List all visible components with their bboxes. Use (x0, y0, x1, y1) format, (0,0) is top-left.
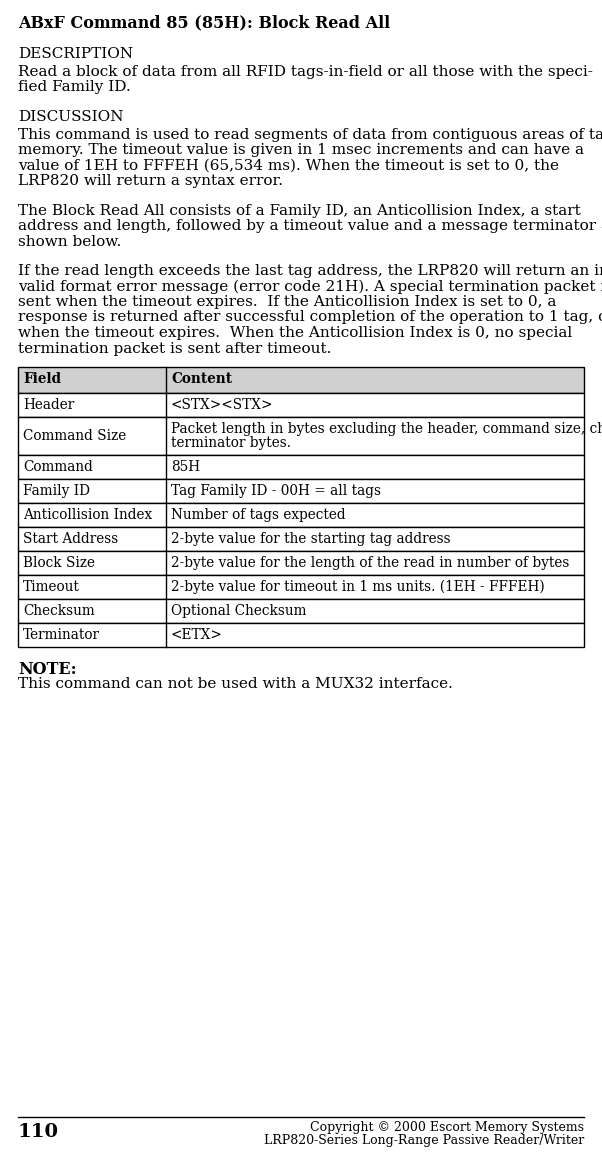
Text: termination packet is sent after timeout.: termination packet is sent after timeout… (18, 342, 331, 356)
Text: shown below.: shown below. (18, 235, 121, 249)
Text: LRP820-Series Long-Range Passive Reader/Writer: LRP820-Series Long-Range Passive Reader/… (264, 1134, 584, 1147)
Text: Family ID: Family ID (23, 485, 90, 498)
Text: valid format error message (error code 21H). A special termination packet is: valid format error message (error code 2… (18, 280, 602, 294)
Text: Tag Family ID - 00H = all tags: Tag Family ID - 00H = all tags (171, 485, 381, 498)
Text: Number of tags expected: Number of tags expected (171, 508, 346, 522)
Bar (18, 456, 584, 479)
Bar (18, 393, 584, 417)
Text: when the timeout expires.  When the Anticollision Index is 0, no special: when the timeout expires. When the Antic… (18, 327, 573, 340)
Text: Read a block of data from all RFID tags-in-field or all those with the speci-: Read a block of data from all RFID tags-… (18, 65, 593, 79)
Text: value of 1EH to FFFEH (65,534 ms). When the timeout is set to 0, the: value of 1EH to FFFEH (65,534 ms). When … (18, 158, 559, 172)
Text: This command can not be used with a MUX32 interface.: This command can not be used with a MUX3… (18, 677, 453, 691)
Bar (18, 575, 584, 598)
Text: DESCRIPTION: DESCRIPTION (18, 48, 133, 62)
Text: Command: Command (23, 460, 93, 474)
Bar (18, 367, 584, 393)
Text: DISCUSSION: DISCUSSION (18, 110, 123, 124)
Text: terminator bytes.: terminator bytes. (171, 436, 291, 450)
Text: Header: Header (23, 399, 74, 413)
Bar (18, 598, 584, 623)
Text: If the read length exceeds the last tag address, the LRP820 will return an in-: If the read length exceeds the last tag … (18, 264, 602, 278)
Text: address and length, followed by a timeout value and a message terminator as: address and length, followed by a timeou… (18, 218, 602, 234)
Text: Copyright © 2000 Escort Memory Systems: Copyright © 2000 Escort Memory Systems (310, 1121, 584, 1134)
Text: <STX><STX>: <STX><STX> (171, 399, 273, 413)
Text: Packet length in bytes excluding the header, command size, checksum and: Packet length in bytes excluding the hea… (171, 422, 602, 436)
Text: response is returned after successful completion of the operation to 1 tag, or: response is returned after successful co… (18, 310, 602, 324)
Text: The Block Read All consists of a Family ID, an Anticollision Index, a start: The Block Read All consists of a Family … (18, 203, 581, 217)
Text: Optional Checksum: Optional Checksum (171, 604, 306, 618)
Text: LRP820 will return a syntax error.: LRP820 will return a syntax error. (18, 174, 283, 188)
Text: ABxF Command 85 (85H): Block Read All: ABxF Command 85 (85H): Block Read All (18, 14, 390, 31)
Text: sent when the timeout expires.  If the Anticollision Index is set to 0, a: sent when the timeout expires. If the An… (18, 295, 556, 309)
Bar (18, 417, 584, 456)
Text: Start Address: Start Address (23, 532, 118, 546)
Text: This command is used to read segments of data from contiguous areas of tag: This command is used to read segments of… (18, 128, 602, 142)
Text: Content: Content (171, 372, 232, 386)
Text: 2-byte value for timeout in 1 ms units. (1EH - FFFEH): 2-byte value for timeout in 1 ms units. … (171, 580, 545, 594)
Text: 110: 110 (18, 1122, 59, 1141)
Text: <ETX>: <ETX> (171, 627, 223, 641)
Text: Command Size: Command Size (23, 429, 126, 443)
Text: Block Size: Block Size (23, 555, 95, 571)
Text: Field: Field (23, 372, 61, 386)
Text: 2-byte value for the starting tag address: 2-byte value for the starting tag addres… (171, 532, 451, 546)
Text: Terminator: Terminator (23, 627, 100, 641)
Text: NOTE:: NOTE: (18, 661, 76, 677)
Text: Anticollision Index: Anticollision Index (23, 508, 152, 522)
Bar (18, 623, 584, 647)
Text: Timeout: Timeout (23, 580, 80, 594)
Text: fied Family ID.: fied Family ID. (18, 80, 131, 94)
Bar (18, 551, 584, 575)
Bar (18, 503, 584, 528)
Bar (18, 528, 584, 551)
Text: Checksum: Checksum (23, 604, 95, 618)
Text: memory. The timeout value is given in 1 msec increments and can have a: memory. The timeout value is given in 1 … (18, 143, 584, 157)
Text: 2-byte value for the length of the read in number of bytes: 2-byte value for the length of the read … (171, 555, 569, 571)
Text: 85H: 85H (171, 460, 200, 474)
Bar (18, 479, 584, 503)
